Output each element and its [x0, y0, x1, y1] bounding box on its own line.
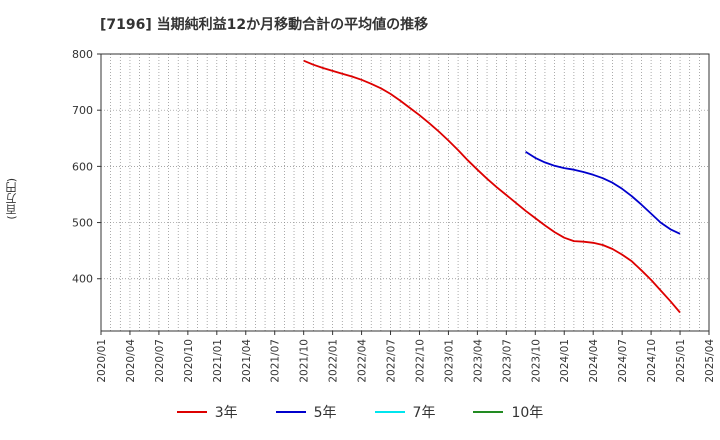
chart-title: [7196] 当期純利益12か月移動合計の平均値の推移 [100, 17, 429, 33]
x-tick-label: 2023/07 [501, 339, 513, 383]
x-tick-label: 2023/10 [530, 339, 542, 383]
legend-swatch-10y [473, 411, 504, 413]
series-line-5年 [525, 151, 681, 235]
legend-label-5y: 5年 [313, 405, 337, 421]
x-tick-label: 2022/07 [386, 339, 398, 383]
y-tick-label: 600 [72, 160, 93, 173]
legend-label-7y: 7年 [412, 405, 436, 421]
x-tick-label: 2024/04 [588, 339, 600, 383]
x-tick-label: 2024/01 [559, 339, 571, 383]
x-tick-label: 2024/10 [646, 339, 658, 383]
y-tick-label: 800 [72, 48, 93, 61]
x-tick-label: 2021/07 [270, 339, 282, 383]
x-tick-label: 2020/07 [154, 339, 166, 383]
legend-item-5y: 5年 [275, 402, 337, 422]
legend-label-3y: 3年 [214, 405, 238, 421]
legend-swatch-5y [275, 411, 306, 413]
y-tick-label: 700 [72, 104, 93, 117]
x-tick-label: 2025/01 [675, 339, 687, 383]
legend-swatch-7y [374, 411, 405, 413]
x-tick-label: 2023/04 [472, 339, 484, 383]
series-line-3年 [303, 59, 681, 314]
legend: 3年 5年 7年 10年 [0, 402, 720, 422]
x-tick-label: 2024/07 [617, 339, 629, 383]
y-tick-label: 500 [72, 217, 93, 230]
legend-item-7y: 7年 [374, 402, 436, 422]
x-tick-label: 2020/01 [96, 339, 108, 383]
plot-area [101, 54, 709, 331]
legend-swatch-3y [176, 411, 207, 413]
x-tick-label: 2022/01 [328, 339, 340, 383]
x-tick-label: 2021/01 [212, 339, 224, 383]
x-tick-label: 2021/04 [241, 339, 253, 383]
x-tick-label: 2025/04 [704, 339, 716, 383]
x-tick-label: 2021/10 [299, 339, 311, 383]
plot-frame [100, 53, 710, 332]
x-tick-label: 2020/10 [183, 339, 195, 383]
x-tick-label: 2020/04 [125, 339, 137, 383]
legend-item-3y: 3年 [176, 402, 238, 422]
x-tick-label: 2022/04 [357, 339, 369, 383]
legend-item-10y: 10年 [473, 402, 543, 422]
x-tick-label: 2023/01 [443, 339, 455, 383]
x-tick-label: 2022/10 [414, 339, 426, 383]
y-tick-label: 400 [72, 273, 93, 286]
legend-label-10y: 10年 [511, 405, 544, 421]
